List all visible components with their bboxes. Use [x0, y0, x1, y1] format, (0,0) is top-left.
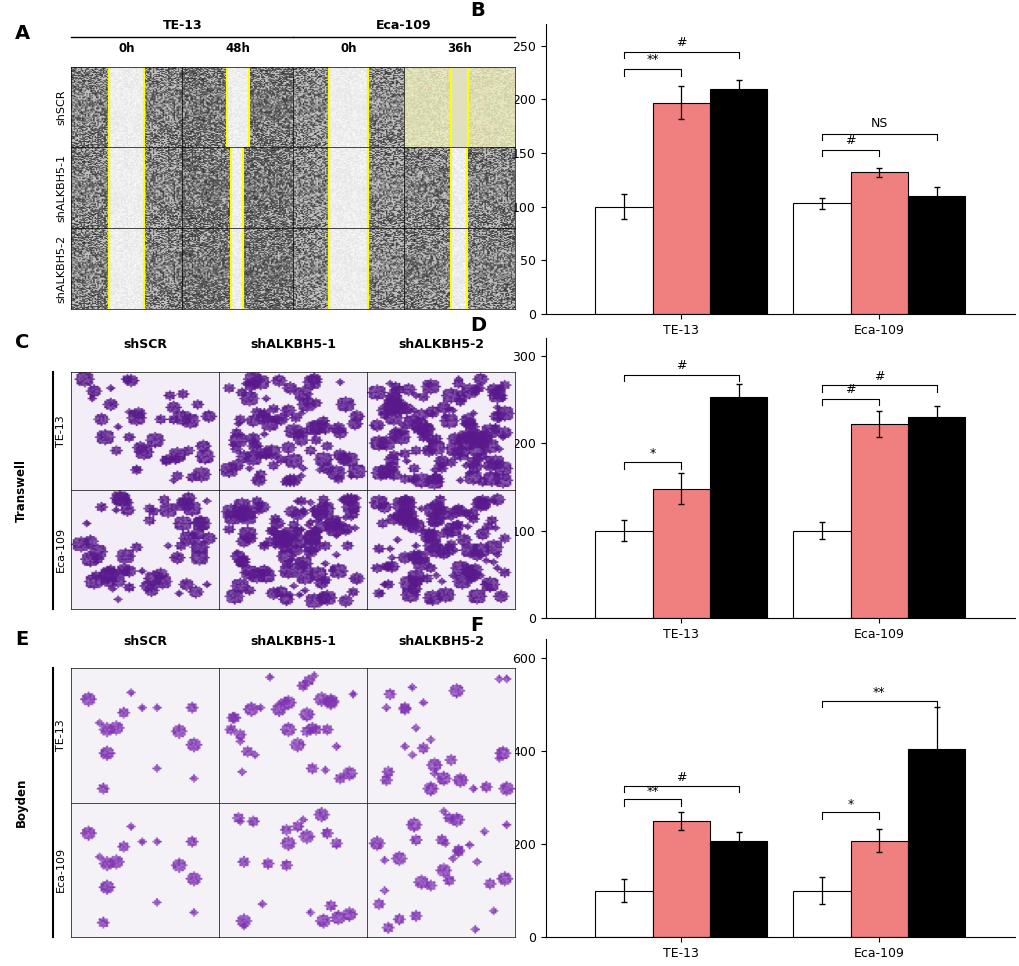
Text: B: B [470, 1, 485, 20]
Text: #: # [676, 36, 686, 49]
Text: shSCR: shSCR [56, 89, 66, 125]
Bar [595, 530, 652, 618]
Text: #: # [676, 771, 686, 784]
Text: 0h: 0h [118, 42, 135, 55]
Y-axis label: Invasive cells(% of con): Invasive cells(% of con) [493, 709, 506, 867]
Bar [709, 840, 766, 937]
Text: **: ** [646, 784, 658, 798]
Text: TE-13: TE-13 [162, 19, 202, 32]
Text: **: ** [646, 53, 658, 66]
Bar [709, 397, 766, 618]
Bar [595, 207, 652, 314]
Text: TE-13: TE-13 [56, 415, 66, 447]
Text: NS: NS [870, 118, 888, 130]
Text: shALKBH5-1: shALKBH5-1 [250, 338, 336, 351]
Bar [793, 204, 850, 314]
Text: #: # [845, 383, 855, 396]
Text: 0h: 0h [340, 42, 357, 55]
Text: D: D [470, 316, 486, 334]
Bar [907, 417, 964, 618]
Bar [652, 102, 709, 314]
Text: F: F [470, 615, 483, 635]
Text: **: ** [872, 686, 884, 699]
Text: #: # [676, 359, 686, 372]
Text: shALKBH5-1: shALKBH5-1 [250, 635, 336, 647]
Text: shALKBH5-1: shALKBH5-1 [56, 154, 66, 222]
Text: shALKBH5-2: shALKBH5-2 [397, 635, 484, 647]
Text: Transwell: Transwell [15, 459, 29, 522]
Y-axis label: Migratory cells(% of con): Migratory cells(% of con) [493, 395, 506, 561]
Bar [850, 172, 907, 314]
Text: #: # [845, 133, 855, 147]
Bar [793, 891, 850, 937]
Bar [709, 89, 766, 314]
Bar [793, 530, 850, 618]
Y-axis label: Migration rate(% of con): Migration rate(% of con) [493, 88, 506, 250]
Text: Boyden: Boyden [15, 778, 29, 828]
Text: Eca-109: Eca-109 [56, 847, 66, 893]
Text: #: # [873, 370, 883, 383]
Text: Eca-109: Eca-109 [376, 19, 432, 32]
Text: shALKBH5-2: shALKBH5-2 [397, 338, 484, 351]
Text: 36h: 36h [446, 42, 472, 55]
Text: shALKBH5-2: shALKBH5-2 [56, 235, 66, 302]
Bar [907, 749, 964, 937]
Text: Eca-109: Eca-109 [56, 526, 66, 572]
Text: E: E [15, 630, 29, 649]
Text: *: * [847, 798, 853, 810]
Bar [652, 489, 709, 618]
Bar [595, 891, 652, 937]
Text: shSCR: shSCR [123, 635, 167, 647]
Bar [850, 840, 907, 937]
Text: shSCR: shSCR [123, 338, 167, 351]
Text: C: C [15, 333, 30, 353]
Bar [652, 821, 709, 937]
Bar [850, 424, 907, 618]
Text: *: * [649, 447, 655, 460]
Text: 48h: 48h [225, 42, 250, 55]
Text: TE-13: TE-13 [56, 720, 66, 752]
Bar [907, 196, 964, 314]
Text: A: A [15, 24, 31, 43]
